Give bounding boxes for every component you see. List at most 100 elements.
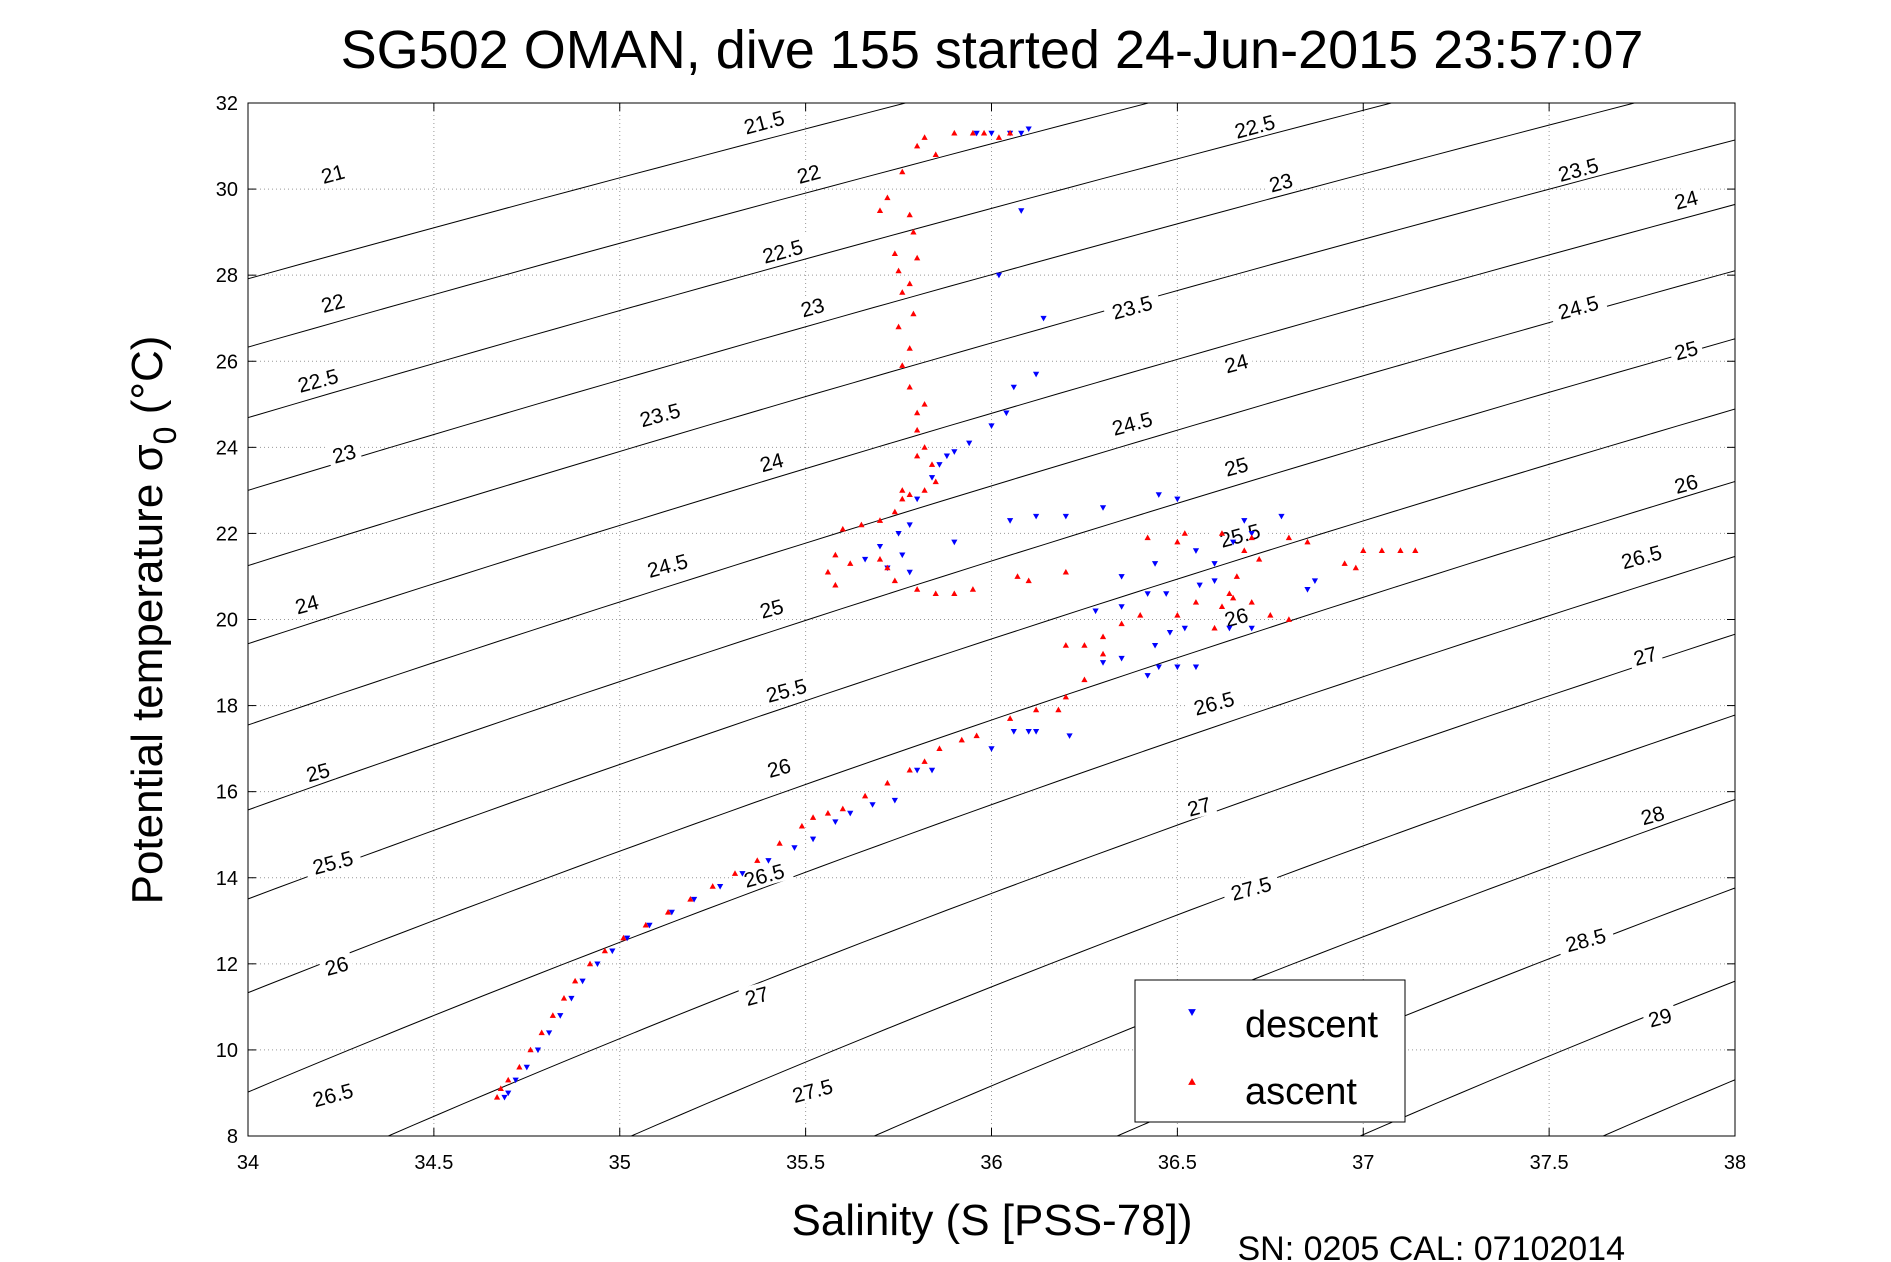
point-descent (1092, 608, 1099, 615)
point-descent (1010, 384, 1017, 391)
contour-label-group: 26.5 (1611, 538, 1672, 575)
contour-label-bg (1224, 108, 1285, 144)
point-ascent (1062, 568, 1069, 575)
point-ascent (572, 977, 579, 984)
x-tick-label: 37.5 (1530, 1152, 1569, 1174)
point-descent (1062, 513, 1069, 520)
point-descent (717, 883, 724, 890)
point-ascent (932, 151, 939, 158)
y-tick-label: 14 (216, 868, 238, 890)
contour-label-group: 24 (1667, 184, 1705, 215)
contour-label-bg (734, 103, 794, 140)
point-ascent (1248, 599, 1255, 605)
point-descent (534, 1047, 542, 1054)
contour-label: 27.5 (1229, 873, 1274, 906)
contour-label: 23.5 (1110, 292, 1155, 325)
point-ascent (884, 194, 891, 201)
point-ascent (1304, 538, 1311, 545)
contour-label-group: 23.5 (1548, 151, 1609, 187)
contour-label-group: 26.5 (734, 857, 794, 893)
contour-label-group: 23.5 (1102, 288, 1162, 325)
point-ascent (914, 254, 921, 261)
point-descent (1144, 673, 1151, 679)
point-ascent (906, 211, 913, 218)
contour-label-group: 25.5 (1209, 516, 1270, 553)
contour-label-group: 24 (1217, 347, 1255, 378)
point-descent (832, 819, 839, 826)
point-descent (906, 569, 913, 576)
contour-label-bg (1548, 288, 1609, 325)
contour-label-bg (738, 980, 775, 1011)
contour-label-group: 21 (314, 158, 352, 189)
contour-label-group: 25 (299, 756, 337, 787)
contour-label: 25.5 (1217, 520, 1262, 553)
point-descent (1174, 496, 1181, 503)
contour-label: 25.5 (764, 675, 809, 708)
point-descent (1311, 578, 1319, 584)
point-ascent (642, 921, 649, 928)
point-descent (988, 130, 995, 137)
point-descent (1066, 733, 1073, 739)
point-ascent (914, 426, 921, 433)
point-descent (646, 922, 653, 929)
y-axis-label-main: Potential temperature σ (123, 444, 172, 904)
y-tick-label: 16 (216, 782, 238, 804)
point-ascent (914, 142, 921, 149)
contour-label-group: 22.5 (287, 362, 348, 398)
point-descent (1151, 642, 1159, 649)
point-descent (1151, 561, 1159, 567)
contour-label: 25.5 (310, 847, 355, 880)
point-ascent (936, 745, 943, 752)
point-descent (568, 995, 575, 1002)
point-ascent (1144, 534, 1151, 541)
point-descent (505, 1090, 512, 1097)
contour-label-bg (1667, 334, 1705, 365)
point-descent (899, 552, 906, 559)
point-descent (973, 130, 980, 137)
density-contour (248, 103, 1394, 419)
point-ascent (1230, 594, 1237, 601)
point-descent (1181, 625, 1188, 632)
contour-label-bg (637, 547, 698, 583)
point-ascent (910, 310, 917, 317)
point-descent (869, 802, 876, 808)
point-ascent (1378, 547, 1385, 554)
density-contour (630, 714, 1735, 1136)
contour-label-bg (1555, 921, 1616, 958)
point-ascent (921, 401, 928, 407)
point-ascent (899, 362, 906, 368)
point-descent (557, 1013, 564, 1019)
point-ascent (664, 908, 672, 915)
contour-label: 24.5 (1110, 408, 1155, 441)
point-ascent (847, 560, 854, 566)
contour-label-bg (314, 158, 352, 189)
point-descent (1010, 729, 1017, 735)
density-contour (248, 139, 1735, 567)
contour-label-group: 26.5 (1183, 684, 1244, 721)
y-tick-label: 30 (216, 179, 238, 201)
point-descent (1099, 505, 1107, 511)
point-descent (1006, 518, 1014, 524)
point-ascent (876, 207, 884, 213)
contour-label: 26.5 (310, 1079, 355, 1112)
density-contour (248, 408, 1735, 900)
contour-label-bg (325, 438, 363, 468)
contour-label-bg (1221, 869, 1281, 906)
y-tick-label: 8 (227, 1126, 238, 1148)
contour-label-bg (756, 671, 817, 708)
point-descent (951, 539, 958, 546)
contour-label: 24.5 (645, 550, 690, 583)
point-ascent (1352, 564, 1359, 571)
point-ascent (709, 883, 716, 889)
point-ascent (1181, 530, 1188, 536)
x-tick-label: 38 (1724, 1152, 1746, 1174)
point-descent (928, 475, 936, 481)
contour-label-group: 24 (753, 446, 790, 477)
point-ascent (914, 409, 921, 416)
point-descent (876, 543, 884, 550)
point-ascent (1233, 573, 1240, 579)
contour-label-group: 25 (1217, 451, 1255, 482)
contour-label-group: 24.5 (637, 547, 698, 583)
calibration-footer: SN: 0205 CAL: 07102014 (1237, 1230, 1625, 1262)
point-descent (690, 896, 698, 903)
